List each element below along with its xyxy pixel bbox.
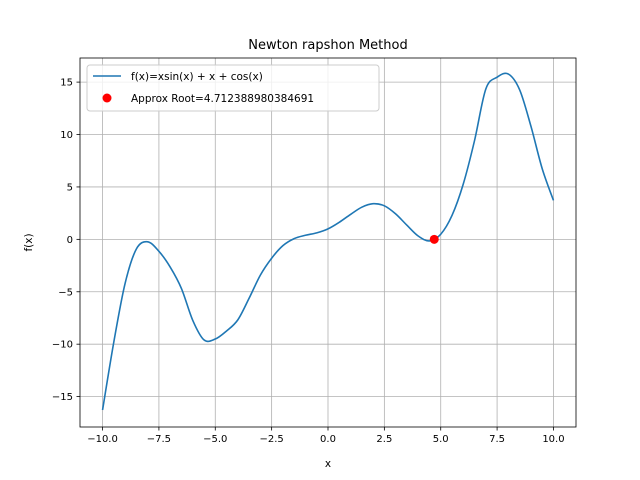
legend: f(x)=xsin(x) + x + cos(x) Approx Root=4.… xyxy=(86,64,380,112)
chart-title: Newton rapshon Method xyxy=(248,38,407,53)
legend-dot-swatch xyxy=(102,93,112,103)
x-tick-label: −7.5 xyxy=(147,434,171,445)
y-tick-label: 15 xyxy=(60,78,73,89)
x-tick-label: 7.5 xyxy=(489,434,505,445)
y-tick-label: 5 xyxy=(67,182,73,193)
x-tick-label: −5.0 xyxy=(203,434,227,445)
plot-data-group xyxy=(101,72,555,411)
grid-lines xyxy=(80,58,576,427)
y-tick-label: −5 xyxy=(58,287,73,298)
x-tick-label: 2.5 xyxy=(376,434,392,445)
legend-box xyxy=(86,64,380,112)
y-tick-label: 0 xyxy=(67,235,73,246)
x-tick-label: −2.5 xyxy=(259,434,283,445)
series-layer xyxy=(101,72,555,411)
legend-label-root: Approx Root=4.712388980384691 xyxy=(131,93,314,105)
function-curve xyxy=(101,72,555,411)
x-axis-ticks: −10.0 −7.5 −5.0 −2.5 0.0 2.5 5.0 7.5 10.0 xyxy=(87,427,565,445)
x-tick-label: 0.0 xyxy=(320,434,336,445)
y-tick-label: −10 xyxy=(52,340,73,351)
y-tick-label: −15 xyxy=(52,392,73,403)
root-point xyxy=(429,234,439,244)
legend-label-function: f(x)=xsin(x) + x + cos(x) xyxy=(131,71,263,83)
x-axis-label: x xyxy=(325,458,331,470)
y-axis-label: f(x) xyxy=(23,233,35,251)
y-tick-label: 10 xyxy=(60,130,73,141)
x-tick-label: 10.0 xyxy=(542,434,564,445)
y-axis-ticks: −15 −10 −5 0 5 10 15 xyxy=(52,78,80,403)
x-tick-label: 5.0 xyxy=(433,434,449,445)
x-tick-label: −10.0 xyxy=(87,434,118,445)
